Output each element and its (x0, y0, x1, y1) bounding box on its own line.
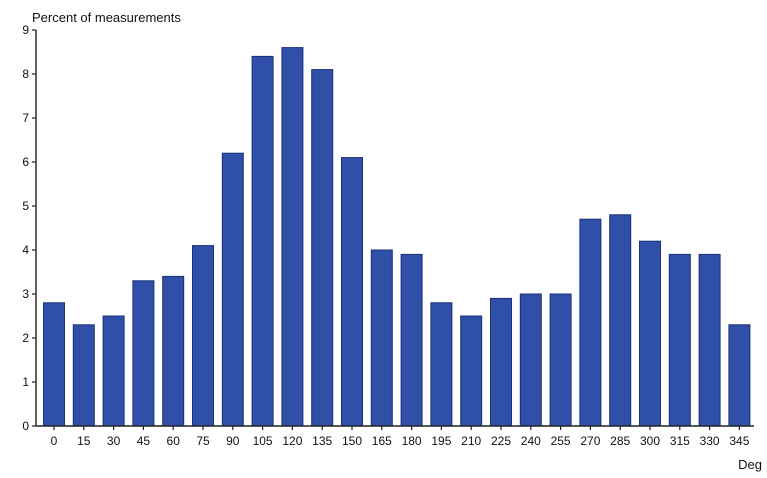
y-tick-label: 9 (22, 23, 29, 37)
x-tick-label: 120 (282, 434, 302, 448)
bar-105 (251, 55, 274, 427)
y-tick-label: 4 (22, 243, 29, 257)
y-tick-label: 1 (22, 375, 29, 389)
x-tick-label: 90 (226, 434, 240, 448)
x-tick-label: 210 (461, 434, 481, 448)
bar-315 (668, 253, 691, 427)
bar-285 (609, 214, 632, 427)
y-tick-label: 3 (22, 287, 29, 301)
bar-180 (400, 253, 423, 427)
bar-15 (72, 324, 95, 427)
x-tick-label: 135 (312, 434, 332, 448)
y-tick-label: 5 (22, 199, 29, 213)
y-ticks-group: 0 1 2 3 4 5 6 7 8 9 (22, 23, 36, 433)
x-tick-label: 300 (640, 434, 660, 448)
x-tick-label: 330 (700, 434, 720, 448)
x-tick-label: 255 (551, 434, 571, 448)
bar-75 (192, 245, 214, 427)
x-tick-label: 225 (491, 434, 511, 448)
x-axis-title: Deg (738, 457, 762, 472)
bar-150 (341, 157, 363, 427)
x-tick-label: 0 (51, 434, 58, 448)
y-axis-title: Percent of measurements (32, 10, 181, 25)
bar-225 (490, 297, 512, 427)
bar-330 (698, 253, 721, 427)
x-tick-label: 270 (580, 434, 600, 448)
x-tick-label: 165 (372, 434, 392, 448)
x-tick-label: 60 (167, 434, 181, 448)
y-tick-label: 8 (22, 67, 29, 81)
bar-120 (281, 47, 304, 427)
y-tick-label: 2 (22, 331, 29, 345)
bar-60 (162, 275, 185, 427)
x-tick-label: 105 (253, 434, 273, 448)
x-tick-label: 15 (77, 434, 91, 448)
bar-45 (132, 280, 155, 427)
axes-group (35, 30, 754, 427)
x-tick-label: 285 (610, 434, 630, 448)
bar-210 (460, 315, 483, 427)
bar-135 (311, 69, 334, 427)
x-tick-label: 150 (342, 434, 362, 448)
bar-165 (370, 249, 393, 427)
x-tick-label: 30 (107, 434, 121, 448)
bar-30 (102, 315, 125, 427)
bar-0 (43, 302, 65, 427)
bar-345 (728, 324, 751, 427)
x-tick-label: 315 (670, 434, 690, 448)
bar-270 (579, 218, 602, 427)
x-tick-label: 45 (137, 434, 151, 448)
bar-90 (221, 152, 244, 427)
bar-195 (430, 302, 453, 427)
x-tick-label: 195 (431, 434, 451, 448)
x-ticks-group: 0 15 30 45 60 75 90 105 120 135 150 165 180 195 210 225… (51, 426, 750, 448)
x-tick-label: 75 (196, 434, 210, 448)
x-tick-label: 345 (729, 434, 749, 448)
x-tick-label: 240 (521, 434, 541, 448)
y-tick-label: 6 (22, 155, 29, 169)
bar-300 (639, 240, 661, 427)
y-tick-label: 0 (22, 419, 29, 433)
bar-255 (549, 293, 572, 427)
y-tick-label: 7 (22, 111, 29, 125)
x-tick-label: 180 (402, 434, 422, 448)
bar-240 (519, 293, 542, 427)
bars-group (43, 47, 751, 427)
